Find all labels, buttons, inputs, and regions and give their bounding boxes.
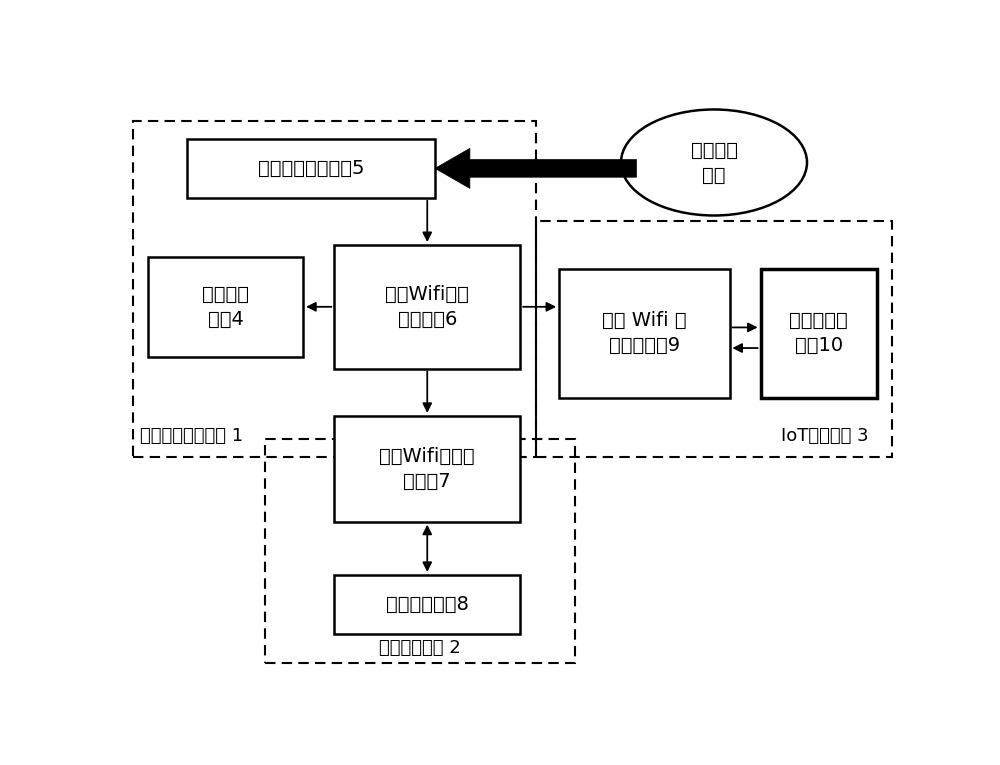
Text: 集中管理平台8: 集中管理平台8 bbox=[386, 594, 469, 614]
Text: 智能管理云
平台10: 智能管理云 平台10 bbox=[789, 311, 848, 355]
Bar bbox=[334, 575, 520, 633]
Text: 第一Wifi无线
通讯模块6: 第一Wifi无线 通讯模块6 bbox=[385, 285, 469, 329]
Text: 第二Wifi无线通
讯模块7: 第二Wifi无线通 讯模块7 bbox=[379, 447, 475, 491]
Bar bbox=[559, 269, 730, 398]
Bar bbox=[334, 416, 520, 522]
Text: 第三 Wifi 无
线通讯模块9: 第三 Wifi 无 线通讯模块9 bbox=[602, 311, 687, 355]
Bar bbox=[148, 257, 303, 356]
Text: 智能监控系统 2: 智能监控系统 2 bbox=[379, 640, 460, 657]
Bar bbox=[334, 245, 520, 369]
Text: 空气数据监测模块5: 空气数据监测模块5 bbox=[258, 159, 364, 178]
Polygon shape bbox=[435, 148, 637, 188]
Bar bbox=[536, 221, 892, 457]
Text: 净化消毒
模块4: 净化消毒 模块4 bbox=[202, 285, 249, 329]
Text: 净化消毒终端系统 1: 净化消毒终端系统 1 bbox=[140, 427, 244, 445]
Text: IoT物联系统 3: IoT物联系统 3 bbox=[781, 427, 869, 445]
Text: 各类空气
因子: 各类空气 因子 bbox=[690, 141, 738, 184]
Bar bbox=[264, 439, 574, 663]
Bar bbox=[133, 121, 536, 457]
Ellipse shape bbox=[621, 109, 807, 216]
Bar bbox=[761, 269, 877, 398]
Bar bbox=[187, 139, 435, 198]
